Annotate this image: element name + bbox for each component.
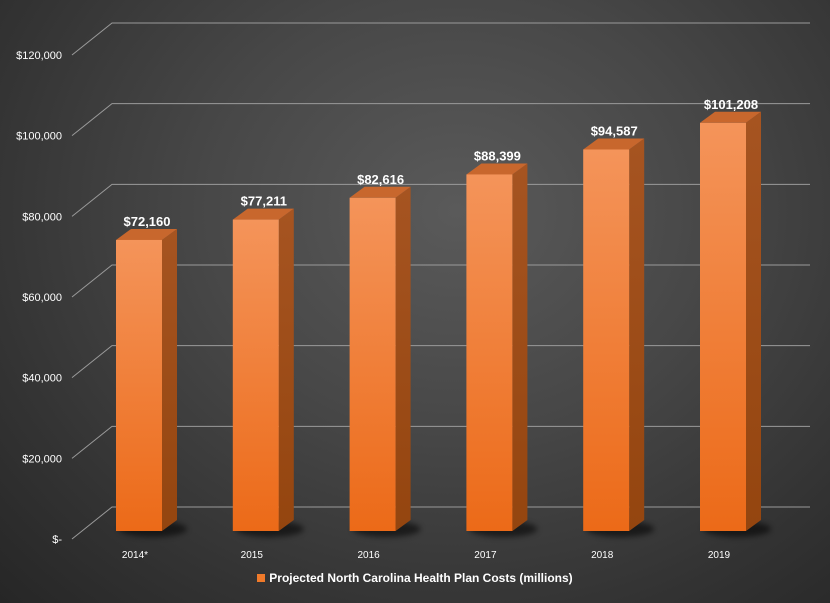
bar-front xyxy=(232,219,279,531)
x-tick-label: 2014* xyxy=(122,550,148,561)
gridline xyxy=(71,264,810,298)
bar xyxy=(466,163,538,537)
gridline xyxy=(71,425,810,459)
bar-front xyxy=(583,149,630,532)
y-tick-label: $60,000 xyxy=(22,292,62,304)
data-label: $77,211 xyxy=(241,194,287,209)
bar xyxy=(700,111,771,537)
bar xyxy=(232,208,304,537)
bar-side xyxy=(629,138,645,532)
bar-top xyxy=(466,163,528,175)
gridline xyxy=(71,183,810,217)
x-tick-label: 2016 xyxy=(357,550,380,561)
y-axis: $- $20,000 $40,000 $60,000 $80,000 $100,000 $1… xyxy=(16,50,62,546)
bar-top xyxy=(232,208,294,220)
y-tick-label: $20,000 xyxy=(22,453,62,465)
bar xyxy=(583,138,655,537)
bar-side xyxy=(278,208,294,531)
bar-side xyxy=(512,163,528,531)
data-label: $101,208 xyxy=(704,97,758,112)
bars xyxy=(116,111,771,537)
bar-top xyxy=(583,138,645,150)
bar-front xyxy=(466,174,513,531)
legend-label: Projected North Carolina Health Plan Cos… xyxy=(269,571,573,585)
bar-top xyxy=(700,111,761,123)
gridline xyxy=(71,22,810,56)
x-tick-label: 2015 xyxy=(241,550,264,561)
data-label: $94,587 xyxy=(591,123,638,138)
bar-top xyxy=(116,228,177,240)
bar-side xyxy=(746,111,761,531)
bar-front xyxy=(700,122,746,531)
gridline xyxy=(71,506,810,540)
y-tick-label: $80,000 xyxy=(22,211,62,223)
bar-side xyxy=(162,228,177,532)
legend: Projected North Carolina Health Plan Cos… xyxy=(0,571,830,585)
bar xyxy=(349,186,421,537)
bar-front xyxy=(349,197,396,531)
legend-swatch xyxy=(257,574,266,582)
y-tick-label: $- xyxy=(52,534,62,546)
y-tick-label: $40,000 xyxy=(22,373,62,385)
x-axis: 2014* 2015 2016 2017 2018 2019 xyxy=(122,550,731,561)
x-tick-label: 2019 xyxy=(708,550,731,561)
x-tick-label: 2018 xyxy=(591,550,614,561)
data-label: $72,160 xyxy=(124,214,171,229)
data-label: $88,399 xyxy=(474,148,521,163)
gridlines xyxy=(71,22,810,540)
gridline xyxy=(71,103,810,137)
y-tick-label: $120,000 xyxy=(16,50,62,62)
data-labels: $72,160 $77,211 $82,616 $88,399 $94,587 $101,… xyxy=(124,97,759,229)
bar-top xyxy=(349,186,411,198)
data-label: $82,616 xyxy=(357,172,404,187)
x-tick-label: 2017 xyxy=(474,550,497,561)
bar-side xyxy=(395,186,411,531)
bar-front xyxy=(116,239,162,532)
bar xyxy=(116,228,187,537)
gridline xyxy=(71,345,810,379)
y-tick-label: $100,000 xyxy=(16,131,62,143)
